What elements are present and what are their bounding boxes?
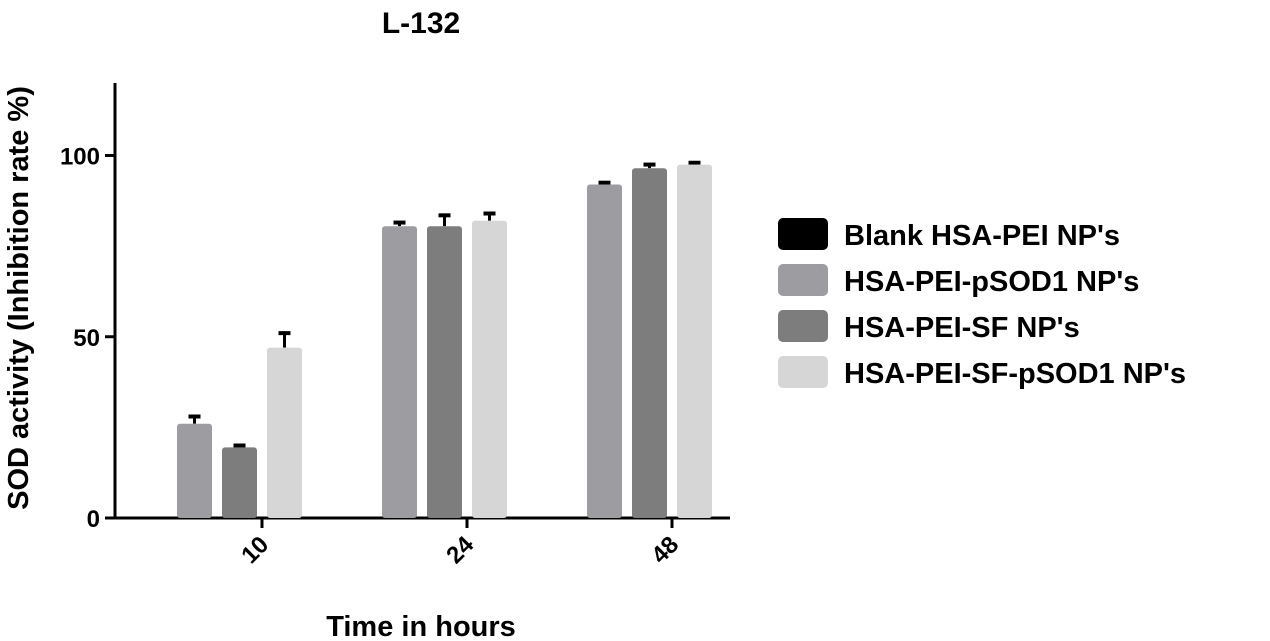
legend-label-2: HSA-PEI-pSOD1 NP's (844, 266, 1139, 298)
bar-4-10 (267, 347, 302, 518)
x-tick-label: 24 (441, 531, 479, 569)
legend-swatch-3 (778, 310, 828, 342)
bar-3-10 (222, 447, 257, 518)
legend: Blank HSA-PEI NP's HSA-PEI-pSOD1 NP's HSA-… (778, 218, 1186, 390)
bar-3-24 (427, 226, 462, 518)
y-tick-label: 50 (73, 325, 100, 352)
x-tick-label: 10 (236, 531, 274, 569)
y-axis-title: SOD activity (Inhibition rate %) (3, 86, 35, 510)
bar-4-48 (677, 164, 712, 518)
bar-4-24 (472, 220, 507, 518)
chart-title: L-132 (382, 7, 460, 40)
x-tick-label: 48 (646, 531, 684, 569)
legend-label-3: HSA-PEI-SF NP's (844, 312, 1080, 344)
y-tick-label: 0 (87, 506, 100, 533)
legend-label-4: HSA-PEI-SF-pSOD1 NP's (844, 358, 1186, 390)
legend-swatch-1 (778, 218, 828, 250)
bar-2-10 (177, 423, 212, 518)
bar-2-48 (587, 184, 622, 518)
y-tick-label: 100 (60, 144, 100, 171)
plot-area: 0 50 100 10 24 48 (60, 144, 712, 569)
legend-swatch-2 (778, 264, 828, 296)
x-axis-title: Time in hours (326, 611, 516, 641)
bar-2-24 (382, 226, 417, 518)
bar-3-48 (632, 168, 667, 518)
legend-swatch-4 (778, 356, 828, 388)
legend-label-1: Blank HSA-PEI NP's (844, 220, 1120, 252)
